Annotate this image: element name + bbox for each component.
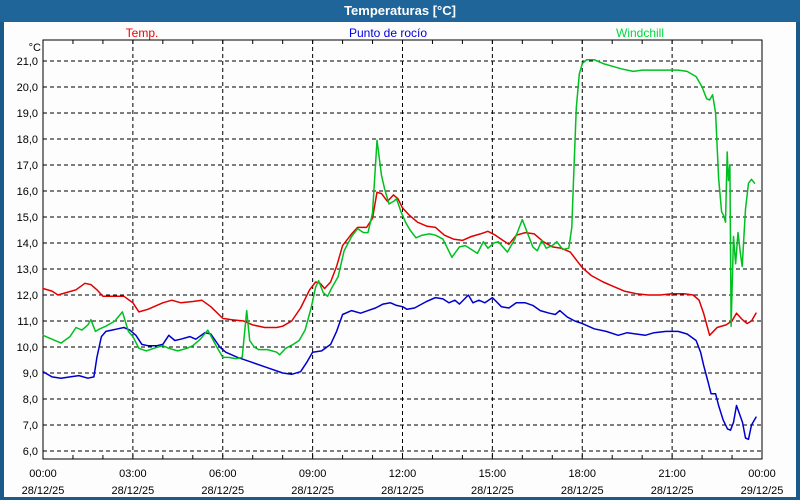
x-tick-time-label: 18:00 (568, 468, 596, 480)
x-tick-date-label: 28/12/25 (471, 485, 514, 497)
y-tick-label: 14,0 (17, 238, 38, 250)
legend-windchill: Windchill (615, 26, 665, 40)
window-border-right (796, 22, 800, 500)
window-title: Temperaturas [°C] (344, 3, 456, 18)
y-tick-label: 11,0 (17, 316, 38, 328)
x-tick-time-label: 09:00 (299, 468, 327, 480)
y-tick-label: 8,0 (23, 394, 38, 406)
y-tick-label: 15,0 (17, 212, 38, 224)
window-border-left (0, 22, 4, 500)
plot-frame (42, 39, 763, 460)
window-titlebar: Temperaturas [°C] (0, 0, 800, 22)
y-tick-label: 18,0 (17, 134, 38, 146)
y-tick-label: 20,0 (17, 82, 38, 94)
x-tick-date-label: 28/12/25 (291, 485, 334, 497)
y-tick-label: 7,0 (23, 420, 38, 432)
y-tick-label: 16,0 (17, 186, 38, 198)
y-tick-label: 10,0 (17, 342, 38, 354)
legend-temp: Temp. (125, 26, 159, 40)
x-tick-time-label: 03:00 (119, 468, 147, 480)
y-tick-label: 13,0 (17, 264, 38, 276)
y-axis-unit-label: °C (29, 42, 41, 54)
x-tick-date-label: 28/12/25 (22, 485, 65, 497)
y-tick-label: 19,0 (17, 108, 38, 120)
legend-dew-point: Punto de rocío (348, 26, 428, 40)
x-tick-time-label: 15:00 (479, 468, 507, 480)
x-tick-date-label: 28/12/25 (561, 485, 604, 497)
x-tick-time-label: 21:00 (658, 468, 686, 480)
series-dew-point-line (42, 294, 757, 441)
x-tick-date-label: 28/12/25 (201, 485, 244, 497)
y-tick-label: 17,0 (17, 160, 38, 172)
y-tick-label: 9,0 (23, 368, 38, 380)
y-tick-label: 21,0 (17, 56, 38, 68)
x-tick-time-label: 12:00 (389, 468, 417, 480)
series-temp-line (42, 191, 757, 337)
x-tick-time-label: 00:00 (29, 468, 57, 480)
x-tick-date-label: 28/12/25 (651, 485, 694, 497)
x-tick-date-label: 28/12/25 (381, 485, 424, 497)
x-tick-date-label: 29/12/25 (741, 485, 784, 497)
y-tick-label: 6,0 (23, 446, 38, 458)
series-windchill-line (42, 58, 756, 360)
window-border-bottom (0, 497, 800, 500)
x-tick-date-label: 28/12/25 (111, 485, 154, 497)
x-tick-time-label: 00:00 (748, 468, 776, 480)
y-tick-label: 12,0 (17, 290, 38, 302)
x-tick-time-label: 06:00 (209, 468, 237, 480)
